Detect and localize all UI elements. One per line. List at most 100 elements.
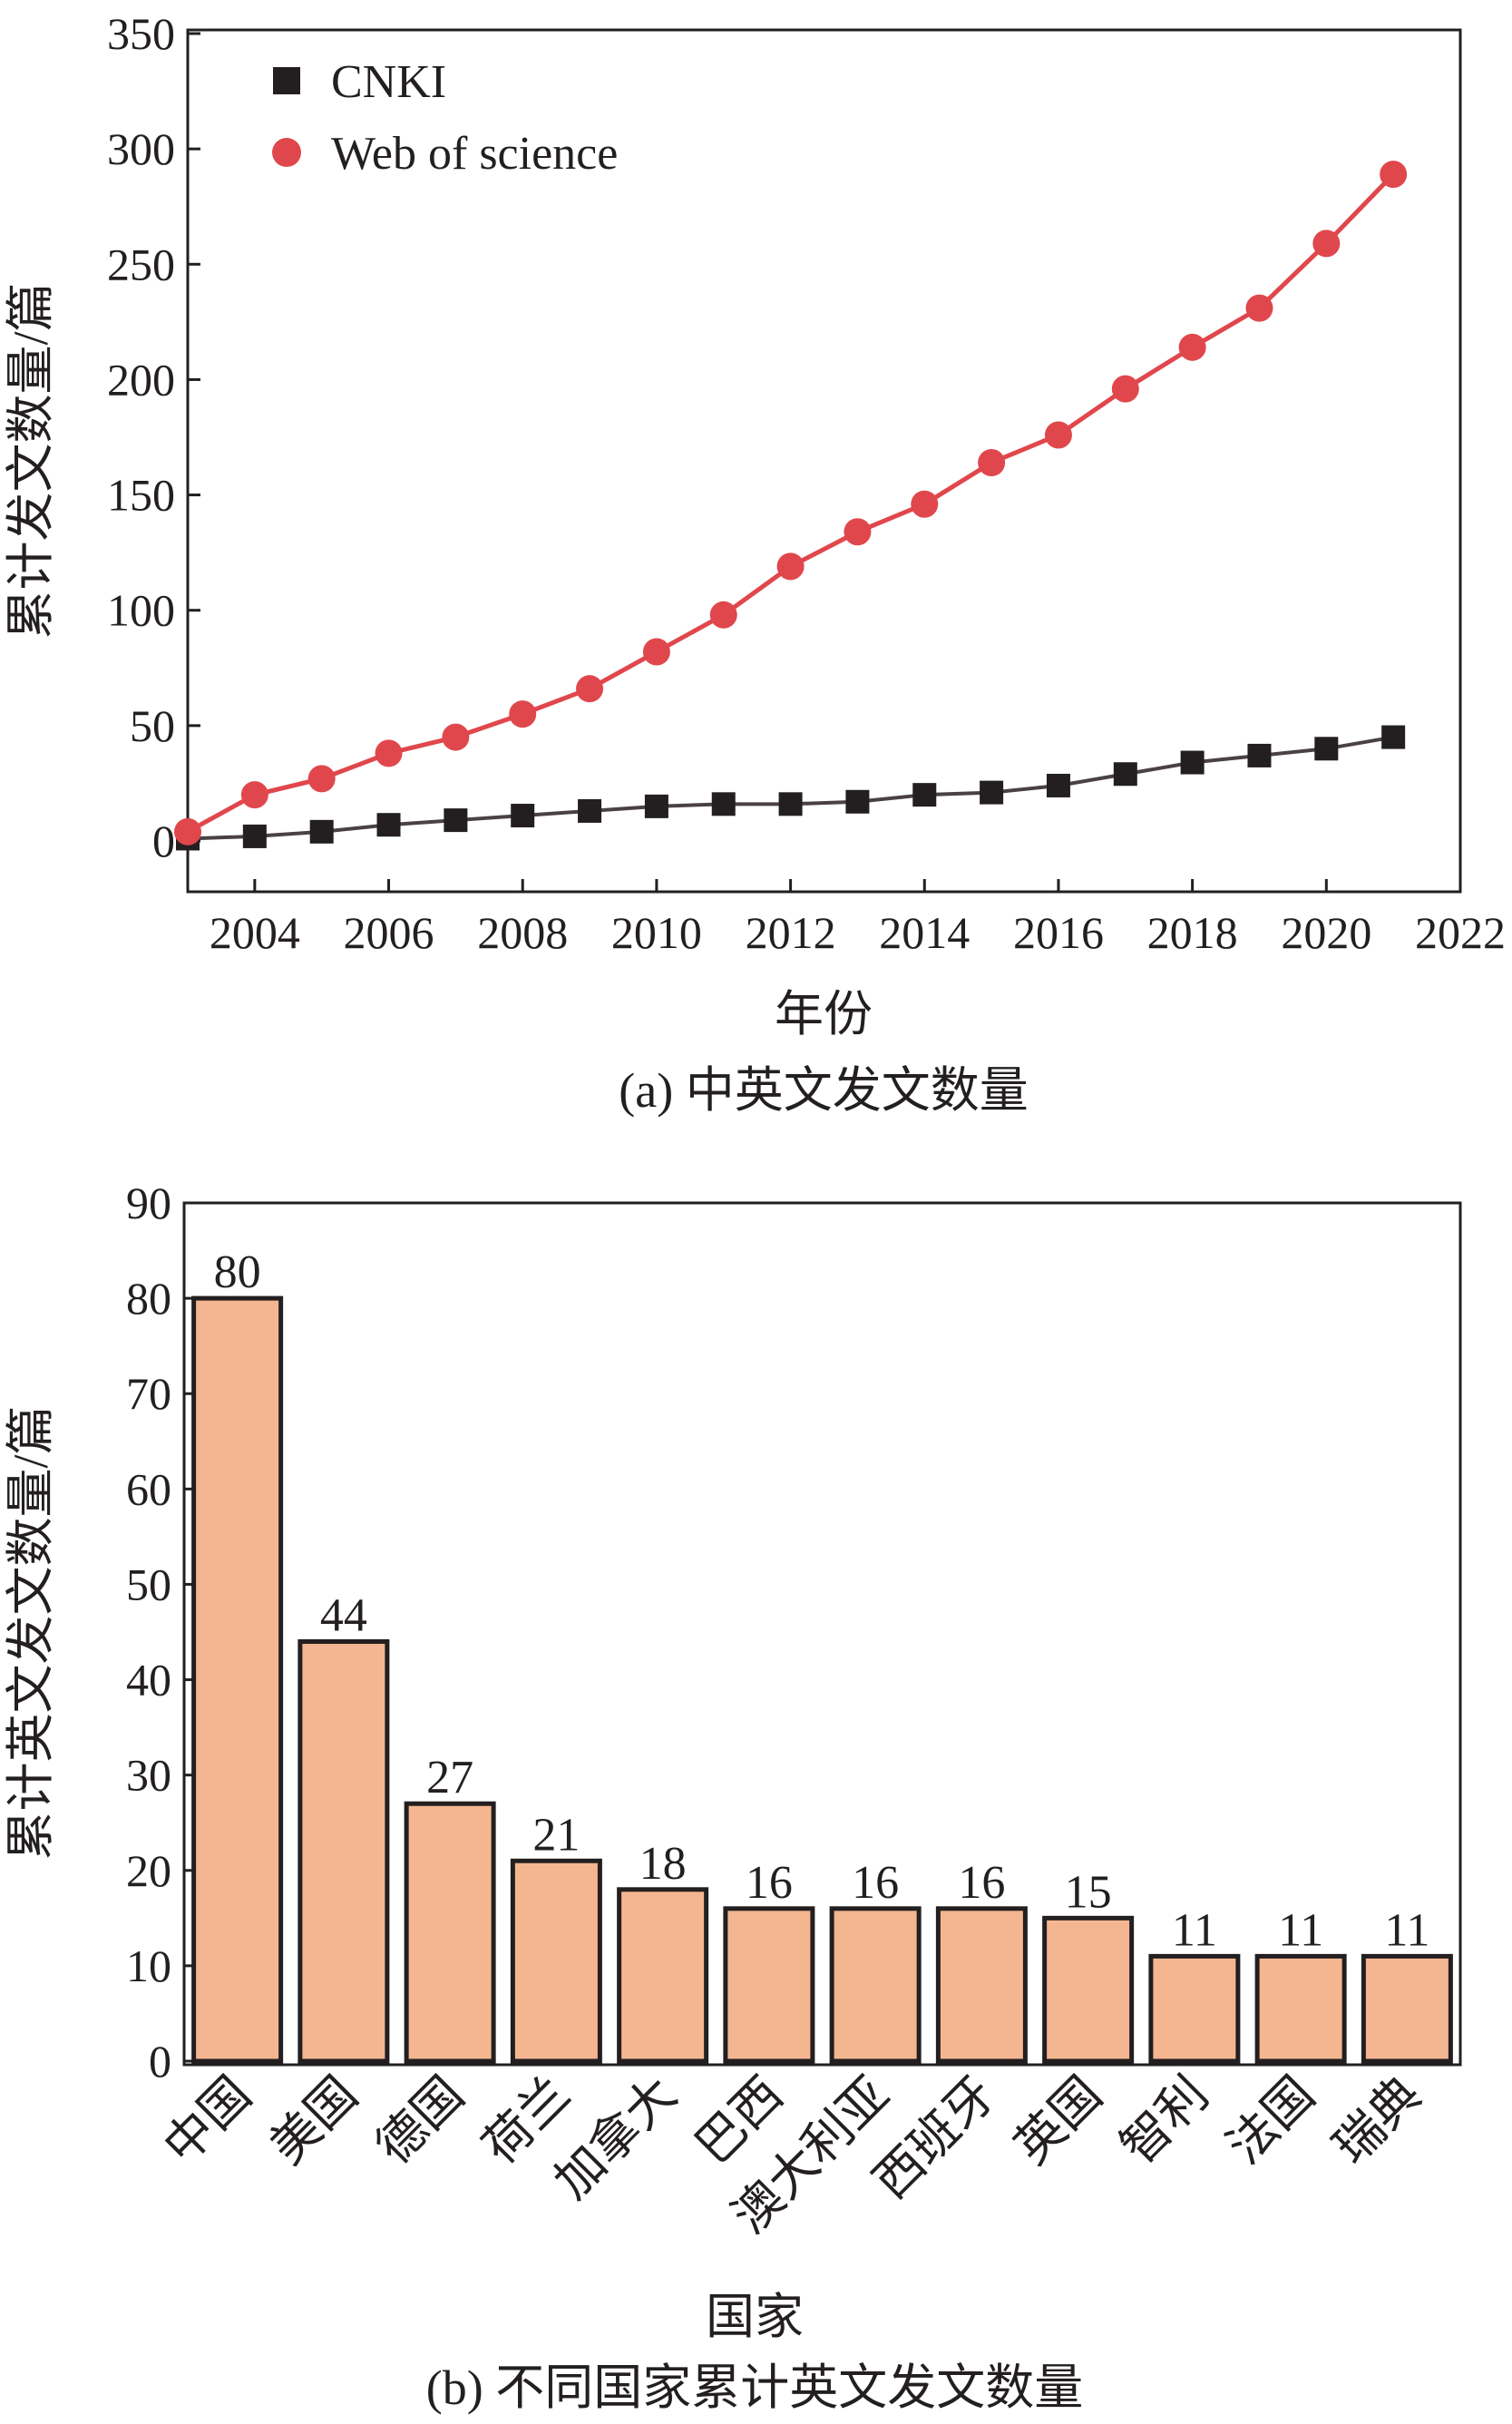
y-tick-label-b: 90 <box>126 1178 171 1228</box>
wos-point <box>1380 161 1408 189</box>
bar-value-label: 16 <box>958 1857 1005 1909</box>
bar <box>935 1906 1028 2064</box>
x-tick-label-a: 2016 <box>1013 907 1104 958</box>
wos-point <box>442 723 470 751</box>
legend-wos-marker <box>272 138 301 167</box>
series-lines-a <box>186 172 1395 841</box>
bar <box>723 1906 815 2064</box>
cnki-point <box>511 804 535 828</box>
category-label: 瑞典 <box>1323 2067 1431 2175</box>
y-axis-ticks-a: 0 50 100 150 200 250 300 350 <box>107 8 200 866</box>
cnki-point <box>1180 750 1205 775</box>
y-tick-label-a: 100 <box>107 585 175 636</box>
x-tick-label-a: 2012 <box>746 907 836 958</box>
x-axis-title-a: 年份 <box>775 987 873 1041</box>
cnki-point <box>778 792 803 816</box>
bar <box>1148 1953 1241 2064</box>
plot-frame-b <box>182 1201 1462 2067</box>
cnki-point <box>578 798 602 823</box>
cnki-point <box>1314 737 1339 761</box>
cnki-point <box>444 808 468 833</box>
wos-point <box>1312 230 1341 258</box>
wos-point <box>642 638 670 666</box>
wos-point <box>978 448 1006 476</box>
cnki-point <box>376 813 401 837</box>
legend-cnki-label: CNKI <box>331 56 446 108</box>
y-tick-label-a: 0 <box>152 816 175 866</box>
cnki-point <box>242 824 267 848</box>
wos-point <box>911 490 939 518</box>
cnki-point <box>980 780 1004 805</box>
cnki-point <box>644 794 668 818</box>
bar-value-label: 21 <box>532 1809 580 1861</box>
category-label: 英国 <box>1004 2067 1112 2175</box>
y-tick-label-a: 200 <box>107 354 175 405</box>
category-label: 德国 <box>366 2067 474 2175</box>
legend-cnki-marker <box>273 67 300 94</box>
y-tick-label-a: 150 <box>107 470 175 521</box>
wos-point <box>240 781 268 809</box>
category-label: 美国 <box>260 2067 368 2175</box>
bar <box>510 1858 602 2064</box>
bar <box>1042 1915 1135 2064</box>
cnki-point <box>912 783 937 807</box>
y-tick-label-b: 40 <box>126 1655 171 1706</box>
cnki-point <box>711 792 736 816</box>
bar-value-label: 11 <box>1172 1904 1217 1956</box>
bar-value-label: 80 <box>214 1246 261 1298</box>
x-tick-label-a: 2018 <box>1147 907 1238 958</box>
cnki-point <box>1381 725 1406 749</box>
y-tick-label-b: 10 <box>126 1940 171 1991</box>
bar-value-label: 18 <box>639 1838 687 1890</box>
y-axis-title-b: 累计英文发文数量/篇 <box>4 1405 58 1860</box>
bar-value-label: 27 <box>426 1752 473 1803</box>
cnki-point <box>1046 773 1070 797</box>
wos-point <box>844 518 872 546</box>
x-axis-ticks-a: 2004 2006 2008 2010 2012 2014 2016 2018 2020 2022 <box>210 879 1506 958</box>
x-tick-label-a: 2022 <box>1415 907 1506 958</box>
wos-point <box>509 700 537 728</box>
legend-a: CNKI Web of science <box>272 56 618 180</box>
caption-b: (b) 不同国家累计英文发文数量 <box>426 2360 1083 2415</box>
y-tick-label-b: 20 <box>126 1845 171 1896</box>
bar <box>1254 1953 1347 2064</box>
y-tick-label-b: 30 <box>126 1750 171 1801</box>
bar <box>298 1639 390 2064</box>
wos-point <box>709 601 737 629</box>
wos-point <box>576 675 604 703</box>
y-tick-label-a: 350 <box>107 8 175 59</box>
bar-chart-b: 0 10 20 30 40 50 60 70 80 90 80 44 27 21 18 16 16 16 15 11… <box>4 1178 1462 2415</box>
category-label: 加拿大 <box>544 2067 687 2209</box>
y-axis-title-a: 累计发文数量/篇 <box>4 282 58 639</box>
cnki-point <box>1113 762 1137 787</box>
wos-point <box>174 817 201 845</box>
plot-frame-a <box>186 28 1462 894</box>
y-tick-label-b: 60 <box>126 1463 171 1514</box>
wos-point <box>1178 333 1206 361</box>
x-tick-label-a: 2020 <box>1281 907 1371 958</box>
wos-point <box>776 552 805 581</box>
wos-line <box>186 172 1395 835</box>
x-tick-label-a: 2014 <box>879 907 970 958</box>
y-tick-label-b: 70 <box>126 1368 171 1419</box>
series-markers-a <box>174 161 1408 851</box>
bars-b: 80 44 27 21 18 16 16 16 15 11 11 11 <box>191 1246 1453 2064</box>
bar <box>617 1887 709 2064</box>
bar-value-label: 16 <box>852 1857 899 1909</box>
cnki-point <box>845 789 870 814</box>
y-tick-label-b: 50 <box>126 1559 171 1609</box>
category-label: 西班牙 <box>863 2067 1006 2209</box>
bar-value-label: 16 <box>746 1857 793 1909</box>
category-label: 法国 <box>1217 2067 1325 2175</box>
legend-wos-label: Web of science <box>331 128 618 180</box>
wos-point <box>1245 294 1273 322</box>
y-tick-label-b: 0 <box>149 2036 171 2087</box>
x-tick-label-a: 2010 <box>611 907 702 958</box>
wos-point <box>375 739 403 767</box>
bar-value-label: 11 <box>1278 1904 1323 1956</box>
cnki-line <box>187 735 1394 841</box>
x-axis-title-b: 国家 <box>706 2290 804 2344</box>
